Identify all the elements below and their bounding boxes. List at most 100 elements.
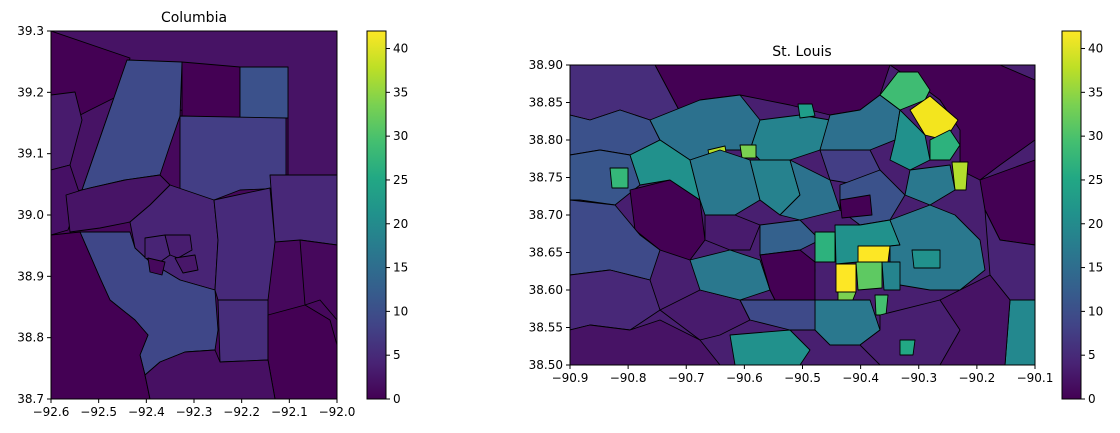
y-tick-label: 38.85 [529, 96, 563, 110]
colorbar-ticks: 0 5 10 15 20 25 30 35 40 [386, 42, 408, 406]
y-tick-label: 39.0 [17, 208, 44, 222]
map-region [174, 254, 199, 274]
map-region [609, 167, 629, 189]
map-region [51, 91, 83, 171]
y-tick-label: 38.65 [529, 246, 563, 260]
map-region [759, 249, 816, 301]
y-tick-label: 38.90 [529, 58, 563, 72]
colorbar-tick-label: 0 [393, 392, 401, 406]
map-region [570, 319, 721, 365]
map-title-st-louis: St. Louis [772, 44, 831, 60]
map-region [839, 194, 873, 219]
x-tick-label: −90.1 [1017, 371, 1054, 385]
map-region [147, 257, 166, 276]
axis-ticks-columbia: −92.6 −92.5 −92.4 −92.3 −92.2 −92.1 −92.0 38.7 3… [17, 24, 355, 419]
x-tick-label: −92.5 [80, 405, 117, 419]
map-region [904, 164, 956, 206]
colorbar-tick-label: 15 [1088, 261, 1103, 275]
map-region [704, 214, 761, 251]
x-tick-label: −90.4 [842, 371, 879, 385]
map-region [859, 299, 961, 365]
map-region [889, 204, 986, 291]
colorbar-tick-label: 30 [393, 129, 408, 143]
x-tick-label: −90.8 [610, 371, 647, 385]
x-tick-label: −90.3 [900, 371, 937, 385]
colorbar-ticks: 0 5 10 15 20 25 30 35 40 [1081, 42, 1103, 406]
colorbar-tick-label: 15 [393, 261, 408, 275]
colorbar-tick-label: 35 [1088, 85, 1103, 99]
y-tick-label: 38.80 [529, 133, 563, 147]
axis-ticks-st-louis: −90.9 −90.8 −90.7 −90.6 −90.5 −90.4 −90.3 −90.2… [529, 58, 1054, 385]
map-region [179, 115, 287, 201]
y-tick-label: 38.60 [529, 283, 563, 297]
colorbar-tick-label: 30 [1088, 129, 1103, 143]
map-region [239, 66, 289, 119]
y-tick-label: 38.9 [17, 269, 44, 283]
y-tick-label: 38.50 [529, 358, 563, 372]
colorbar-tick-label: 25 [393, 173, 408, 187]
colorbar-tick-label: 20 [393, 217, 408, 231]
x-tick-label: −90.2 [958, 371, 995, 385]
colorbar-tick-label: 40 [1088, 42, 1103, 56]
map-region [144, 349, 276, 399]
x-tick-label: −90.6 [726, 371, 763, 385]
colorbar-columbia: 0 5 10 15 20 25 30 35 40 [366, 30, 408, 406]
map-region [144, 234, 171, 263]
colorbar-gradient [1062, 31, 1081, 399]
map-region [874, 294, 889, 316]
y-tick-label: 38.7 [17, 392, 44, 406]
x-tick-label: −92.2 [223, 405, 260, 419]
y-tick-label: 38.70 [529, 208, 563, 222]
y-tick-label: 39.2 [17, 85, 44, 99]
map-region [899, 339, 916, 356]
y-tick-label: 39.1 [17, 147, 44, 161]
colorbar-tick-label: 20 [1088, 217, 1103, 231]
x-tick-label: −92.4 [128, 405, 165, 419]
map-region [929, 129, 961, 161]
map-st-louis: St. Louis [529, 44, 1054, 385]
colorbar-frame [366, 30, 387, 400]
map-region [814, 231, 836, 263]
colorbar-tick-label: 40 [393, 42, 408, 56]
x-tick-label: −90.9 [552, 371, 589, 385]
map-region [213, 187, 276, 301]
map-region [857, 245, 891, 263]
map-region [269, 174, 337, 246]
colorbar-gradient [367, 31, 386, 399]
y-tick-label: 39.3 [17, 24, 44, 38]
colorbar-st-louis: 0 5 10 15 20 25 30 35 40 [1061, 30, 1103, 406]
map-region [689, 149, 761, 216]
x-tick-label: −90.7 [668, 371, 705, 385]
map-region [909, 95, 959, 141]
colorbar-tick-label: 25 [1088, 173, 1103, 187]
x-tick-label: −92.1 [271, 405, 308, 419]
map-region [835, 263, 857, 293]
map-region [217, 299, 269, 363]
colorbar-tick-label: 10 [393, 304, 408, 318]
y-tick-label: 38.55 [529, 321, 563, 335]
map-region [911, 249, 941, 269]
map-region [759, 219, 821, 256]
colorbar-tick-label: 10 [1088, 304, 1103, 318]
colorbar-tick-label: 35 [393, 85, 408, 99]
map-region [299, 239, 337, 321]
map-region [164, 234, 193, 259]
colorbar-tick-label: 5 [393, 348, 401, 362]
map-region [951, 161, 969, 191]
map-region [267, 304, 337, 399]
map-region [797, 103, 816, 119]
map-region [51, 231, 151, 399]
map-region [881, 261, 901, 291]
map-region [855, 261, 883, 291]
y-tick-label: 38.75 [529, 171, 563, 185]
x-tick-label: −92.0 [319, 405, 356, 419]
y-tick-label: 38.8 [17, 331, 44, 345]
map-columbia: Columbia [17, 10, 355, 419]
colorbar-tick-label: 5 [1088, 348, 1096, 362]
colorbar-tick-label: 0 [1088, 392, 1096, 406]
map-title-columbia: Columbia [161, 10, 227, 26]
map-region [729, 329, 811, 365]
x-tick-label: −92.3 [176, 405, 213, 419]
map-region [739, 144, 757, 159]
